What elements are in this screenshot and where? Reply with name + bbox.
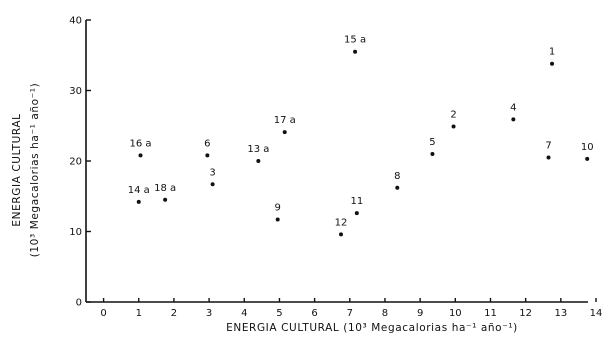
data-point-label: 9: [275, 203, 281, 214]
x-tick-label: 13: [554, 308, 567, 319]
data-point-label: 7: [545, 140, 551, 151]
data-point-label: 14 a: [128, 185, 150, 196]
x-tick-label: 9: [417, 308, 423, 319]
data-point: [138, 153, 143, 158]
x-ticks: 0 1 2 3 4 5 6 7 8 9 10 11 12 13 14: [100, 298, 602, 319]
x-tick-label: 1: [136, 308, 142, 319]
data-point-label: 2: [450, 109, 456, 120]
x-tick-label: 11: [484, 308, 497, 319]
data-point-label: 11: [350, 196, 363, 207]
data-point-label: 12: [335, 217, 348, 228]
data-point-label: 1: [549, 47, 555, 58]
data-point-label: 18 a: [154, 183, 176, 194]
y-axis-title-line1: ENERGIA CULTURAL: [11, 113, 23, 226]
y-axis-title-group: ENERGIA CULTURAL (10³ Megacalorias ha⁻¹ …: [11, 83, 41, 258]
x-tick-label: 14: [590, 308, 602, 319]
data-point-label: 17 a: [274, 115, 296, 126]
data-point-label: 4: [510, 102, 516, 113]
data-point: [550, 61, 555, 66]
y-tick-label: 10: [69, 227, 82, 238]
y-tick-label: 30: [69, 86, 82, 97]
y-ticks: 0 10 20 30 40: [69, 16, 91, 309]
x-tick-label: 2: [171, 308, 177, 319]
x-tick-label: 3: [206, 308, 212, 319]
x-axis-title: ENERGIA CULTURAL (10³ Megacalorias ha⁻¹ …: [226, 322, 518, 334]
data-point-label: 13 a: [247, 144, 269, 155]
y-axis-title-line2: (10³ Megacalorias ha⁻¹ año⁻¹): [29, 83, 41, 258]
x-tick-label: 8: [382, 308, 388, 319]
data-point-label: 10: [581, 142, 594, 153]
data-point-label: 15 a: [344, 35, 366, 46]
x-tick-label: 0: [100, 308, 106, 319]
data-point-label: 6: [204, 138, 210, 149]
y-tick-label: 40: [69, 16, 82, 27]
data-point: [282, 130, 287, 135]
data-point: [395, 185, 400, 190]
data-point: [585, 156, 590, 161]
x-tick-label: 7: [347, 308, 353, 319]
x-tick-label: 5: [276, 308, 282, 319]
data-point: [511, 117, 516, 122]
data-point: [256, 159, 261, 163]
x-tick-label: 10: [449, 308, 462, 319]
data-point-label: 3: [209, 167, 215, 178]
data-point: [163, 197, 168, 202]
x-tick-label: 12: [519, 308, 532, 319]
x-tick-label: 6: [311, 308, 317, 319]
data-point: [210, 182, 215, 187]
data-point-label: 5: [429, 137, 435, 148]
data-point: [275, 217, 280, 222]
y-tick-label: 0: [76, 298, 82, 309]
data-point: [353, 49, 358, 54]
y-tick-label: 20: [69, 157, 82, 168]
data-point-label: 16 a: [130, 138, 152, 149]
data-point: [451, 124, 456, 129]
data-point: [354, 211, 359, 216]
x-tick-label: 4: [241, 308, 247, 319]
data-point: [546, 155, 551, 160]
data-point: [430, 151, 435, 156]
axes: [85, 20, 588, 303]
data-point: [339, 232, 343, 237]
data-point: [205, 153, 210, 158]
data-point: [136, 199, 141, 204]
data-point-label: 8: [394, 171, 400, 182]
